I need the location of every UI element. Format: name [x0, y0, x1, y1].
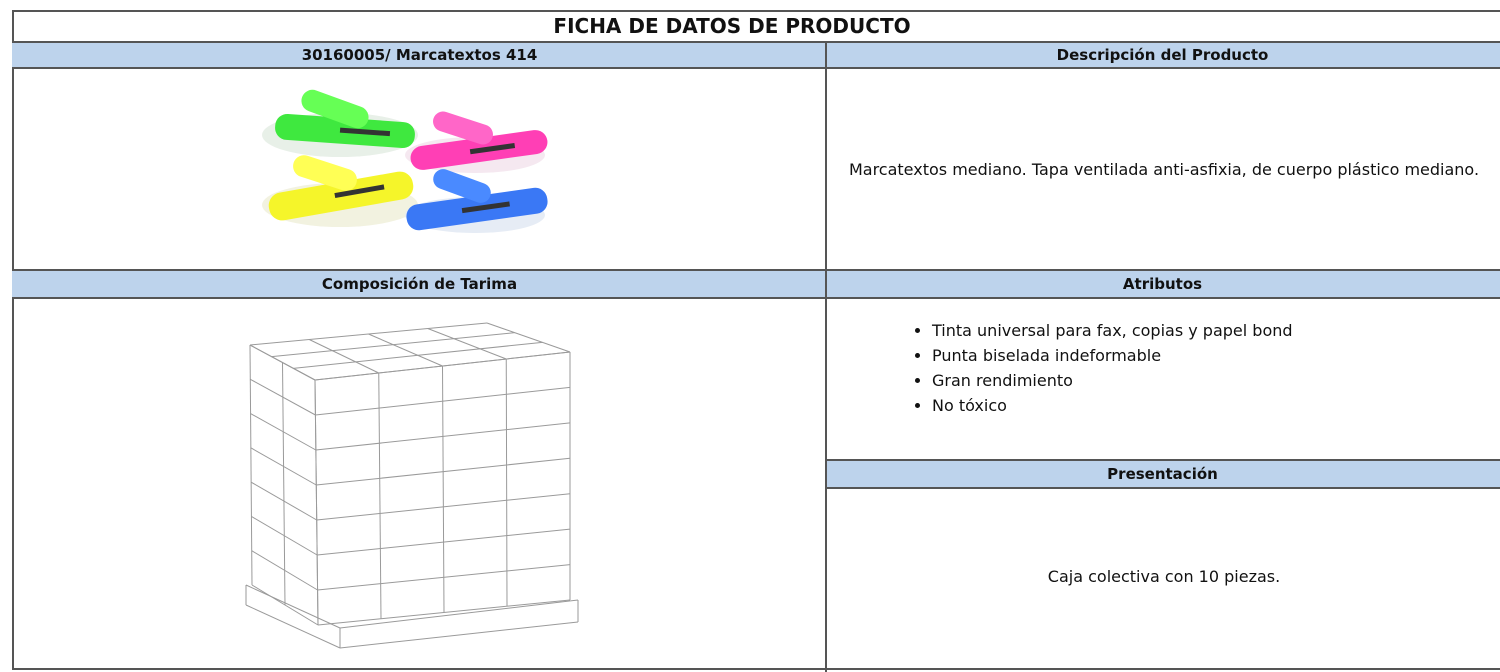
- pallet-line: [378, 372, 382, 619]
- pallet-line: [250, 447, 317, 486]
- label: [339, 127, 391, 137]
- pallet-line: [250, 481, 317, 521]
- pallet-line: [309, 339, 379, 374]
- pallet-line: [249, 344, 316, 381]
- pallet-line: [315, 386, 571, 416]
- pallet-drawing: [245, 322, 579, 649]
- pallet-line: [314, 379, 319, 626]
- pallet-line: [293, 341, 543, 369]
- pallet-line: [250, 413, 317, 451]
- yellow-cap: [293, 155, 357, 191]
- pink-cap: [433, 111, 493, 145]
- description-header: Descripción del Producto: [825, 41, 1500, 69]
- pallet-line: [339, 599, 579, 629]
- attributes-header: Atributos: [825, 269, 1500, 299]
- presentation-header: Presentación: [825, 459, 1500, 489]
- product-header: 30160005/ Marcatextos 414: [12, 41, 827, 69]
- highlighters-image: [262, 89, 548, 233]
- pallet-line: [339, 621, 579, 649]
- label: [334, 184, 385, 199]
- pallet-line: [442, 365, 445, 613]
- pallet-line: [427, 328, 507, 360]
- attribute: Punta biselada indeformable: [932, 343, 1293, 368]
- pallet-line: [317, 528, 571, 556]
- pallet-line: [271, 332, 515, 358]
- pallet-line: [486, 322, 571, 353]
- pallet-line: [251, 584, 319, 626]
- pallet-line: [314, 351, 571, 381]
- pallet-line: [251, 550, 318, 591]
- pallet-line: [249, 344, 253, 586]
- pallet-line: [315, 422, 571, 451]
- pallet-line: [505, 358, 508, 607]
- description: Marcatextos mediano. Tapa ventilada anti…: [848, 159, 1480, 179]
- label: [461, 201, 510, 214]
- label: [469, 143, 516, 155]
- column-divider: [825, 42, 827, 672]
- pallet-line: [316, 493, 571, 521]
- attribute: No tóxico: [932, 393, 1293, 418]
- pallet-line: [368, 333, 443, 367]
- pallet-line: [251, 515, 318, 556]
- pallet-header: Composición de Tarima: [12, 269, 827, 299]
- pallet-line: [282, 362, 286, 606]
- pallet-line: [316, 457, 571, 486]
- pallet-line: [245, 604, 341, 649]
- attribute-list: Tinta universal para fax, copias y papel…: [868, 318, 1293, 418]
- pallet-line: [249, 322, 488, 346]
- pallet-line: [250, 378, 316, 416]
- green-cap: [301, 89, 369, 129]
- pallet-line: [245, 584, 341, 629]
- attribute: Gran rendimiento: [932, 368, 1293, 393]
- attribute: Tinta universal para fax, copias y papel…: [932, 318, 1293, 343]
- pallet-line: [317, 599, 571, 626]
- sheet-title: FICHA DE DATOS DE PRODUCTO: [553, 14, 911, 38]
- pallet-line: [317, 564, 571, 591]
- presentation: Caja colectiva con 10 piezas.: [1047, 567, 1281, 586]
- blue-cap: [433, 169, 491, 203]
